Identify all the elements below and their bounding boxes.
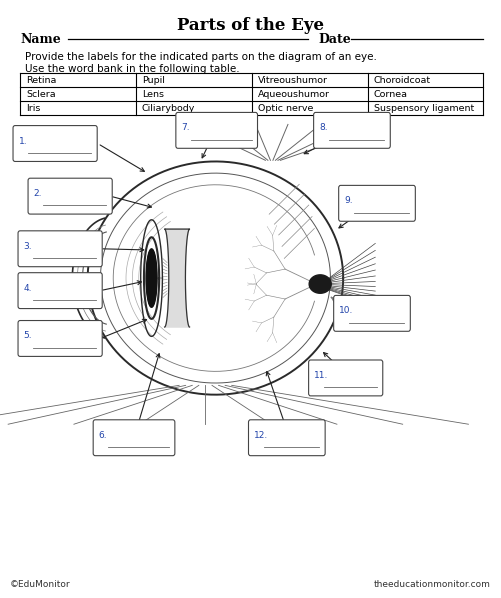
Text: Iris: Iris <box>26 103 41 112</box>
Text: Name: Name <box>20 33 61 47</box>
FancyBboxPatch shape <box>18 231 102 267</box>
Text: Ciliarybody: Ciliarybody <box>142 103 195 112</box>
FancyBboxPatch shape <box>309 360 383 396</box>
FancyBboxPatch shape <box>28 178 112 214</box>
Text: theeducationmonitor.com: theeducationmonitor.com <box>374 580 491 589</box>
Text: 12.: 12. <box>254 431 268 440</box>
Text: Sclera: Sclera <box>26 90 56 99</box>
Polygon shape <box>165 229 189 327</box>
FancyBboxPatch shape <box>176 112 258 148</box>
Text: Cornea: Cornea <box>374 90 408 99</box>
FancyBboxPatch shape <box>334 295 410 331</box>
Text: 1.: 1. <box>19 136 27 145</box>
Text: Retina: Retina <box>26 76 57 85</box>
Text: ©EduMonitor: ©EduMonitor <box>10 580 71 589</box>
FancyBboxPatch shape <box>93 420 175 456</box>
Text: 6.: 6. <box>99 431 107 440</box>
FancyBboxPatch shape <box>18 273 102 309</box>
Text: 10.: 10. <box>339 306 354 315</box>
Text: Lens: Lens <box>142 90 164 99</box>
Text: Use the word bank in the following table.: Use the word bank in the following table… <box>25 64 239 74</box>
Text: 4.: 4. <box>24 283 32 292</box>
Text: Suspensory ligament: Suspensory ligament <box>374 103 474 112</box>
FancyBboxPatch shape <box>314 112 390 148</box>
Text: Provide the labels for the indicated parts on the diagram of an eye.: Provide the labels for the indicated par… <box>25 52 377 62</box>
Text: Optic nerve: Optic nerve <box>258 103 313 112</box>
Text: 3.: 3. <box>24 242 32 251</box>
FancyBboxPatch shape <box>248 420 325 456</box>
Text: Parts of the Eye: Parts of the Eye <box>177 17 324 33</box>
FancyBboxPatch shape <box>339 185 415 221</box>
Text: Vitreoushumor: Vitreoushumor <box>258 76 328 85</box>
Text: Date: Date <box>318 33 351 47</box>
FancyBboxPatch shape <box>18 321 102 356</box>
Polygon shape <box>146 249 157 307</box>
Text: 7.: 7. <box>181 123 190 132</box>
Text: 11.: 11. <box>314 371 329 380</box>
Text: 2.: 2. <box>34 189 42 198</box>
FancyBboxPatch shape <box>13 126 97 161</box>
Text: 5.: 5. <box>24 331 32 340</box>
Polygon shape <box>309 275 331 293</box>
Text: Aqueoushumor: Aqueoushumor <box>258 90 330 99</box>
Text: 9.: 9. <box>344 196 353 205</box>
Text: Choroidcoat: Choroidcoat <box>374 76 431 85</box>
Text: 8.: 8. <box>319 123 328 132</box>
Text: Pupil: Pupil <box>142 76 165 85</box>
